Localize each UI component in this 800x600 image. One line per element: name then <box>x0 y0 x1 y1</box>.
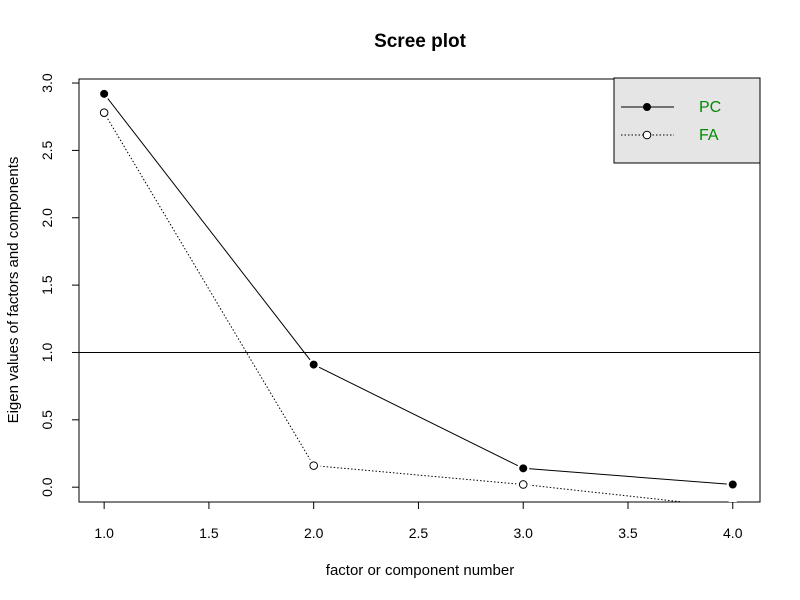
x-tick-label: 3.5 <box>618 525 638 541</box>
series-fa-point <box>99 108 109 117</box>
x-axis-label: factor or component number <box>326 562 514 579</box>
series-fa-marker-gap <box>728 500 738 502</box>
x-tick-label: 1.5 <box>199 525 219 541</box>
y-tick-label: 2.0 <box>39 208 55 228</box>
series-pc-point <box>100 89 109 98</box>
chart-title: Scree plot <box>374 31 467 52</box>
legend-pc-marker <box>643 103 651 111</box>
y-axis: 0.0 0.5 1.0 1.5 2.0 2.5 3.0 <box>39 73 80 497</box>
series-fa-point <box>309 461 318 470</box>
plot-area <box>79 87 760 502</box>
x-tick-label: 1.0 <box>94 525 114 541</box>
series-fa-line <box>103 112 688 502</box>
x-tick-label: 3.0 <box>513 525 533 541</box>
y-tick-label: 0.0 <box>39 477 55 497</box>
series-fa-point <box>518 480 528 489</box>
series-pc-point <box>728 480 737 489</box>
y-axis-label: Eigen values of factors and components <box>5 157 22 424</box>
legend-box <box>613 77 761 164</box>
x-axis: 1.0 1.5 2.0 2.5 3.0 3.5 4.0 <box>94 501 743 541</box>
x-tick-label: 2.5 <box>409 525 429 541</box>
legend: PC FA <box>613 77 761 164</box>
series-pc-point <box>519 464 528 473</box>
x-tick-label: 2.0 <box>304 525 324 541</box>
legend-fa-marker <box>642 130 652 140</box>
y-tick-label: 1.5 <box>39 275 55 295</box>
y-tick-label: 0.5 <box>39 410 55 430</box>
y-tick-label: 1.0 <box>39 343 55 363</box>
legend-fa-label: FA <box>699 127 719 144</box>
legend-pc-label: PC <box>699 99 721 116</box>
y-tick-label: 3.0 <box>39 73 55 93</box>
x-tick-label: 4.0 <box>723 525 743 541</box>
y-tick-label: 2.5 <box>39 140 55 160</box>
series-pc-line <box>103 93 733 485</box>
series-pc-point <box>309 360 318 369</box>
